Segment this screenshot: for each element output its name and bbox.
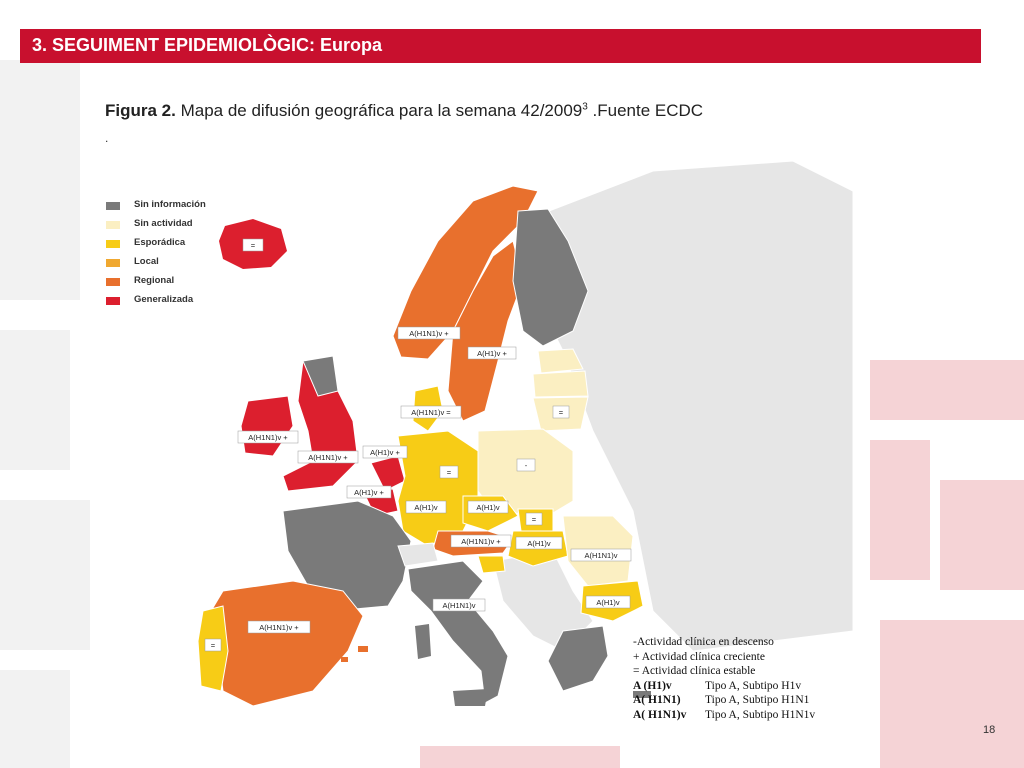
legend-label: Sin información: [134, 199, 206, 210]
region-estonia: [537, 348, 584, 374]
header-bar: 3. SEGUIMENT EPIDEMIOLÒGIC: Europa: [20, 29, 981, 63]
figure-caption-text: Mapa de difusión geográfica para la sema…: [175, 101, 583, 120]
label-iceland: =: [242, 238, 264, 252]
svg-text:A(H1N1)v +: A(H1N1)v +: [461, 537, 501, 546]
region-latvia: [532, 370, 589, 398]
label-poland: -: [516, 458, 536, 472]
label-portugal: =: [204, 638, 222, 652]
region-greece: [547, 625, 609, 692]
svg-text:A(H1)v: A(H1)v: [527, 539, 551, 548]
key-line: = Actividad clínica estable: [633, 665, 756, 677]
svg-text:A(H1N1)v +: A(H1N1)v +: [248, 433, 288, 442]
region-eastern-europe: [522, 160, 854, 652]
map-figure: = A(H1N1)v + A(H1)v + A(H1N1)v = A(H1N1)…: [93, 91, 870, 746]
key-line: + Actividad clínica creciente: [633, 650, 765, 663]
key-row: A( H1N1) Tipo A, Subtipo H1N1: [633, 694, 865, 709]
region-sicily: [453, 689, 488, 706]
svg-text:A(H1N1)v: A(H1N1)v: [585, 551, 618, 560]
region-scotland: [302, 355, 339, 397]
legend-label: Generalizada: [134, 294, 194, 305]
label-italy: A(H1N1)v: [432, 598, 486, 612]
key-row: + Actividad clínica creciente: [633, 651, 865, 666]
svg-text:A(H1)v +: A(H1)v +: [354, 488, 384, 497]
svg-text:A(H1N1)v =: A(H1N1)v =: [411, 408, 451, 417]
region-italy: [407, 560, 509, 704]
key-desc: Tipo A, Subtipo H1v: [705, 679, 802, 692]
key-row: -Actividad clínica en descenso: [633, 636, 865, 651]
region-finland: [512, 208, 589, 347]
page-title: 3. SEGUIMENT EPIDEMIOLÒGIC: Europa: [32, 35, 383, 55]
svg-text:=: =: [559, 408, 564, 417]
legend-label: Local: [134, 256, 159, 267]
key-row: A( H1N1)v Tipo A, Subtipo H1N1v: [633, 709, 865, 724]
figure-caption-label: Figura 2.: [105, 101, 176, 120]
map-key: -Actividad clínica en descenso + Activid…: [633, 636, 865, 723]
key-row: A (H1)v Tipo A, Subtipo H1v: [633, 680, 865, 695]
svg-text:A(H1)v: A(H1)v: [414, 503, 438, 512]
label-slovakia: =: [525, 512, 543, 526]
label-romania: A(H1N1)v: [570, 548, 632, 562]
svg-text:A(H1N1)v +: A(H1N1)v +: [409, 329, 449, 338]
legend-swatch: [106, 202, 120, 210]
label-germany: A(H1)v: [405, 500, 447, 514]
key-line: -Actividad clínica en descenso: [633, 636, 774, 648]
label-spain: A(H1N1)v +: [247, 620, 311, 634]
legend-label: Regional: [134, 275, 175, 286]
label-denmark: A(H1N1)v =: [400, 405, 462, 419]
label-norway: A(H1N1)v +: [397, 326, 461, 340]
label-uk: A(H1N1)v +: [297, 450, 359, 464]
legend-swatch: [106, 221, 120, 229]
key-code: A (H1)v: [633, 679, 672, 692]
label-austria: A(H1N1)v +: [450, 534, 512, 548]
label-hungary: A(H1)v: [515, 536, 563, 550]
key-row: = Actividad clínica estable: [633, 665, 865, 680]
figure-caption: Figura 2. Mapa de difusión geográfica pa…: [105, 101, 703, 121]
legend-label: Sin actividad: [134, 218, 193, 229]
key-desc: Tipo A, Subtipo H1N1: [705, 694, 810, 706]
europe-map: = A(H1N1)v + A(H1)v + A(H1N1)v = A(H1N1)…: [93, 160, 870, 746]
page-number: 18: [983, 724, 996, 736]
svg-text:A(H1)v: A(H1)v: [476, 503, 500, 512]
svg-text:A(H1)v +: A(H1)v +: [477, 349, 507, 358]
label-netherlands: A(H1)v +: [362, 445, 408, 459]
svg-text:=: =: [211, 641, 216, 650]
caption-dot: .: [105, 131, 109, 145]
region-poland: [477, 428, 574, 517]
svg-text:A(H1N1)v +: A(H1N1)v +: [259, 623, 299, 632]
svg-text:=: =: [532, 515, 537, 524]
label-ireland: A(H1N1)v +: [237, 430, 299, 444]
label-sweden: A(H1)v +: [467, 346, 517, 360]
figure-caption-source: .Fuente ECDC: [587, 101, 704, 120]
svg-text:A(H1)v +: A(H1)v +: [370, 448, 400, 457]
svg-text:A(H1N1)v +: A(H1N1)v +: [308, 453, 348, 462]
label-germany-2: =: [439, 465, 459, 479]
region-slovenia: [477, 555, 506, 574]
svg-text:=: =: [251, 241, 256, 250]
key-desc: Tipo A, Subtipo H1N1v: [705, 708, 816, 721]
legend-swatch: [106, 240, 120, 248]
figure-caption-superscript: 3: [582, 101, 588, 113]
label-belgium: A(H1)v +: [346, 485, 392, 499]
label-bulgaria: A(H1)v: [585, 595, 631, 609]
region-switzerland: [397, 542, 439, 567]
region-france: [282, 500, 412, 612]
key-code: A( H1N1)v: [633, 708, 687, 721]
key-code: A( H1N1): [633, 694, 681, 706]
svg-text:-: -: [525, 461, 528, 470]
label-czech: A(H1)v: [467, 500, 509, 514]
label-lithuania: =: [552, 405, 570, 419]
legend-swatch: [106, 297, 120, 305]
svg-text:=: =: [447, 468, 452, 477]
legend-swatch: [106, 259, 120, 267]
svg-text:A(H1N1)v: A(H1N1)v: [443, 601, 476, 610]
legend-label: Esporádica: [134, 237, 186, 248]
region-sardinia: [415, 624, 431, 659]
legend-swatch: [106, 278, 120, 286]
svg-text:A(H1)v: A(H1)v: [596, 598, 620, 607]
